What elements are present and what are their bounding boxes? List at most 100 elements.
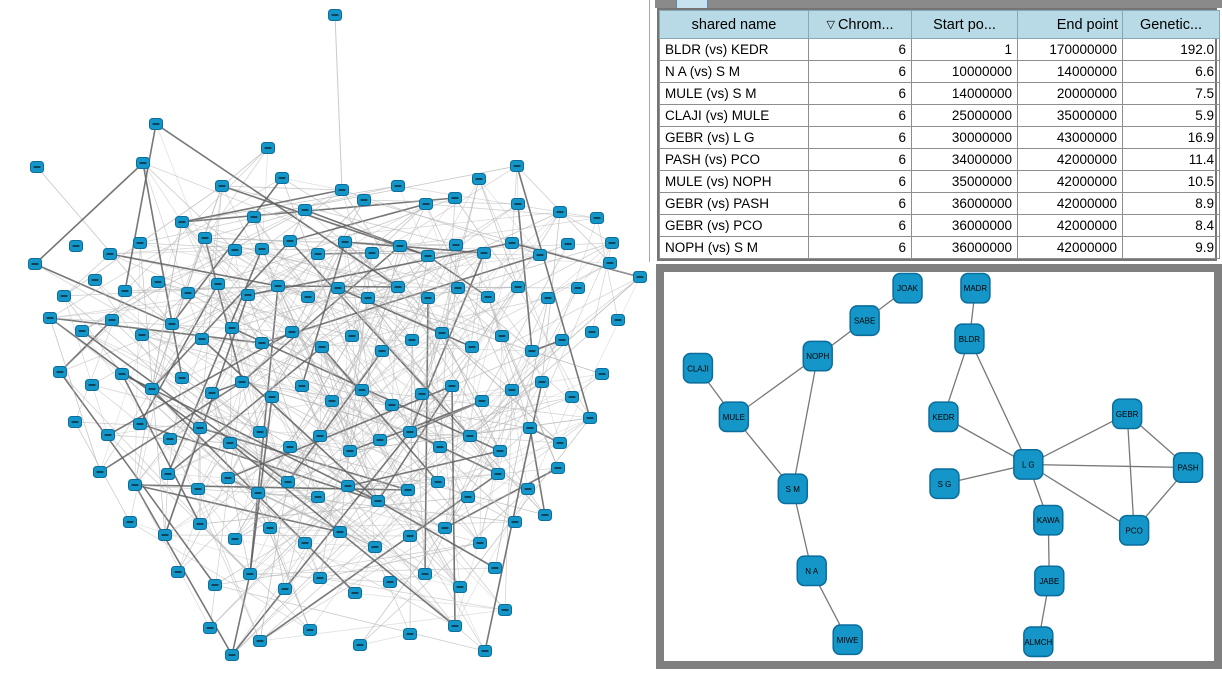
node-joak[interactable]: JOAK [892, 272, 923, 304]
network-node[interactable] [505, 384, 519, 396]
network-node[interactable] [565, 391, 579, 403]
filter-icon[interactable]: ▽ [826, 18, 835, 31]
network-node[interactable] [235, 376, 249, 388]
network-node[interactable] [225, 649, 239, 661]
node-shape[interactable] [832, 624, 863, 656]
network-node[interactable] [278, 583, 292, 595]
network-node[interactable] [69, 240, 83, 252]
column-header-shared-name[interactable]: shared name [659, 10, 809, 39]
cell-shared-name[interactable]: CLAJI (vs) MULE [659, 104, 809, 127]
table-row[interactable]: MULE (vs) NOPH 6 35000000 42000000 10.5 [659, 170, 1220, 193]
network-node[interactable] [211, 278, 225, 290]
cell-value[interactable]: 9.9 [1122, 236, 1220, 259]
network-node[interactable] [30, 161, 44, 173]
network-node[interactable] [393, 240, 407, 252]
network-edge[interactable] [1027, 463, 1135, 531]
cell-value[interactable]: 8.9 [1122, 192, 1220, 215]
node-shape[interactable] [682, 352, 714, 384]
network-node[interactable] [348, 587, 362, 599]
node-shape[interactable] [929, 468, 960, 500]
network-node[interactable] [158, 529, 172, 541]
network-node[interactable] [357, 194, 371, 206]
network-node[interactable] [571, 282, 585, 294]
network-node[interactable] [283, 235, 297, 247]
network-node[interactable] [461, 491, 475, 503]
network-edge[interactable] [1028, 463, 1189, 469]
network-node[interactable] [101, 429, 115, 441]
node-noph[interactable]: NOPH [802, 340, 833, 372]
network-node[interactable] [193, 422, 207, 434]
cell-shared-name[interactable]: N A (vs) S M [659, 60, 809, 83]
cell-value[interactable]: 6 [808, 82, 912, 105]
cell-value[interactable]: 6 [808, 38, 912, 61]
table-row[interactable]: GEBR (vs) PCO 6 36000000 42000000 8.4 [659, 214, 1220, 237]
node-claji[interactable]: CLAJI [682, 352, 714, 384]
node-shape[interactable] [1172, 452, 1204, 483]
cell-shared-name[interactable]: GEBR (vs) L G [659, 126, 809, 149]
cell-value[interactable]: 170000000 [1017, 38, 1123, 61]
network-node[interactable] [88, 274, 102, 286]
cell-value[interactable]: 5.9 [1122, 104, 1220, 127]
network-node[interactable] [331, 282, 345, 294]
network-edge[interactable] [1028, 413, 1128, 466]
network-node[interactable] [473, 537, 487, 549]
network-node[interactable] [133, 418, 147, 430]
network-node[interactable] [511, 198, 525, 210]
cell-value[interactable]: 42000000 [1017, 170, 1123, 193]
network-node[interactable] [341, 480, 355, 492]
cell-value[interactable]: 36000000 [911, 236, 1018, 259]
node-pash[interactable]: PASH [1172, 452, 1204, 483]
cell-value[interactable]: 42000000 [1017, 148, 1123, 171]
column-header-end-point[interactable]: End point [1017, 10, 1123, 39]
cell-value[interactable]: 6 [808, 60, 912, 83]
column-header-genetic[interactable]: Genetic... [1122, 10, 1220, 39]
network-node[interactable] [505, 237, 519, 249]
cell-shared-name[interactable]: NOPH (vs) S M [659, 236, 809, 259]
network-node[interactable] [163, 433, 177, 445]
cell-value[interactable]: 36000000 [911, 214, 1018, 237]
network-node[interactable] [478, 645, 492, 657]
column-header-chromosome[interactable]: ▽ Chrom... [808, 10, 912, 39]
network-node[interactable] [243, 568, 257, 580]
network-node[interactable] [43, 312, 57, 324]
network-node[interactable] [255, 243, 269, 255]
network-node[interactable] [251, 487, 265, 499]
cell-value[interactable]: 42000000 [1017, 214, 1123, 237]
network-node[interactable] [498, 604, 512, 616]
node-shape[interactable] [960, 272, 991, 304]
network-node[interactable] [191, 483, 205, 495]
network-node[interactable] [523, 422, 537, 434]
cell-value[interactable]: 10.5 [1122, 170, 1220, 193]
network-node[interactable] [551, 462, 565, 474]
node-shape[interactable] [892, 272, 923, 304]
network-node[interactable] [555, 334, 569, 346]
network-node[interactable] [421, 292, 435, 304]
node-shape[interactable] [1023, 626, 1054, 658]
network-node[interactable] [181, 287, 195, 299]
network-node[interactable] [391, 180, 405, 192]
cell-value[interactable]: 8.4 [1122, 214, 1220, 237]
network-node[interactable] [271, 280, 285, 292]
cell-value[interactable]: 192.0 [1122, 38, 1220, 61]
network-node[interactable] [303, 624, 317, 636]
network-node[interactable] [283, 441, 297, 453]
network-node[interactable] [465, 341, 479, 353]
node-l-g[interactable]: L G [1013, 449, 1044, 480]
network-node[interactable] [345, 330, 359, 342]
network-node[interactable] [151, 276, 165, 288]
network-node[interactable] [115, 368, 129, 380]
cell-value[interactable]: 6 [808, 236, 912, 259]
network-node[interactable] [165, 318, 179, 330]
network-node[interactable] [472, 173, 486, 185]
node-jabe[interactable]: JABE [1034, 565, 1065, 597]
network-node[interactable] [223, 437, 237, 449]
network-node[interactable] [221, 472, 235, 484]
network-node[interactable] [403, 426, 417, 438]
cell-value[interactable]: 25000000 [911, 104, 1018, 127]
node-almch[interactable]: ALMCH [1023, 626, 1054, 658]
network-node[interactable] [93, 466, 107, 478]
network-node[interactable] [553, 437, 567, 449]
network-node[interactable] [103, 248, 117, 260]
table-row[interactable]: PASH (vs) PCO 6 34000000 42000000 11.4 [659, 148, 1220, 171]
network-node[interactable] [311, 248, 325, 260]
